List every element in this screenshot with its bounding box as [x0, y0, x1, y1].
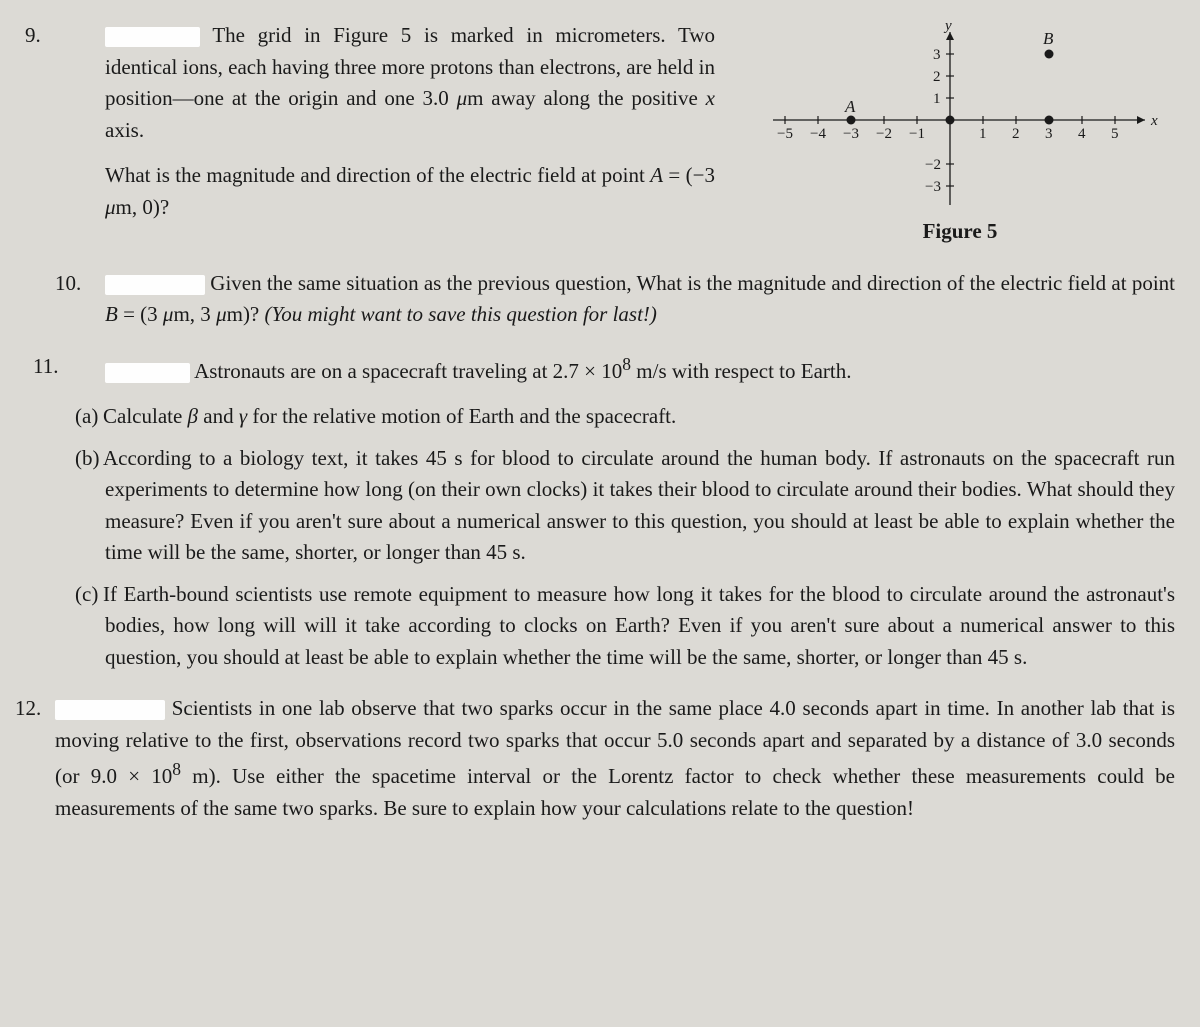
xlabel-5: 5: [1111, 126, 1119, 142]
xlabel-1: 1: [979, 126, 987, 142]
question-10: 10. Given the same situation as the prev…: [25, 268, 1175, 331]
y-axis-label: y: [943, 20, 952, 34]
q11-b: (b)According to a biology text, it takes…: [105, 443, 1175, 569]
xlabel-3: 3: [1045, 126, 1053, 142]
q11-intro: Astronauts are on a spacecraft traveling…: [105, 351, 1175, 388]
xlabel--3: −3: [843, 126, 859, 142]
x-axis-label: x: [1150, 113, 1158, 129]
xlabel-4: 4: [1078, 126, 1086, 142]
q12-para: Scientists in one lab observe that two s…: [55, 693, 1175, 824]
question-number-12: 12.: [15, 693, 41, 725]
ion-origin: [946, 116, 955, 125]
xlabel--4: −4: [810, 126, 826, 142]
redaction-box: [105, 363, 190, 383]
xlabel--1: −1: [909, 126, 925, 142]
ylabel-3: 3: [933, 47, 941, 63]
question-11: 11. Astronauts are on a spacecraft trave…: [25, 351, 1175, 674]
redaction-box: [105, 275, 205, 295]
figure-5-svg: −5 −4 −3 −2 −1 1 2 3 4 5: [755, 20, 1165, 210]
q9-para1: The grid in Figure 5 is marked in microm…: [105, 20, 715, 146]
redaction-box: [55, 700, 165, 720]
xlabel--5: −5: [777, 126, 793, 142]
ylabel--2: −2: [925, 157, 941, 173]
question-12: 12. Scientists in one lab observe that t…: [25, 693, 1175, 824]
figure-5-column: −5 −4 −3 −2 −1 1 2 3 4 5: [745, 20, 1175, 248]
point-a-label: A: [844, 97, 856, 116]
q9-para2: What is the magnitude and direction of t…: [105, 160, 715, 223]
ylabel-1: 1: [933, 91, 941, 107]
point-b-dot: [1045, 50, 1054, 59]
question-9: 9. The grid in Figure 5 is marked in mic…: [25, 20, 1175, 248]
ylabel--3: −3: [925, 179, 941, 195]
ylabel-2: 2: [933, 69, 941, 85]
ion-3um: [1045, 116, 1054, 125]
question-number-10: 10.: [55, 268, 81, 300]
redaction-box: [105, 27, 200, 47]
xlabel--2: −2: [876, 126, 892, 142]
point-a-dot: [847, 116, 856, 125]
question-number-9: 9.: [25, 20, 41, 52]
q10-para: Given the same situation as the previous…: [105, 268, 1175, 331]
question-number-11: 11.: [33, 351, 58, 383]
point-b-label: B: [1043, 29, 1054, 48]
xlabel-2: 2: [1012, 126, 1020, 142]
q11-c: (c)If Earth-bound scientists use remote …: [105, 579, 1175, 674]
figure-5-caption: Figure 5: [745, 216, 1175, 248]
q11-a: (a)Calculate β and γ for the relative mo…: [105, 401, 1175, 433]
q9-text: The grid in Figure 5 is marked in microm…: [105, 20, 715, 248]
